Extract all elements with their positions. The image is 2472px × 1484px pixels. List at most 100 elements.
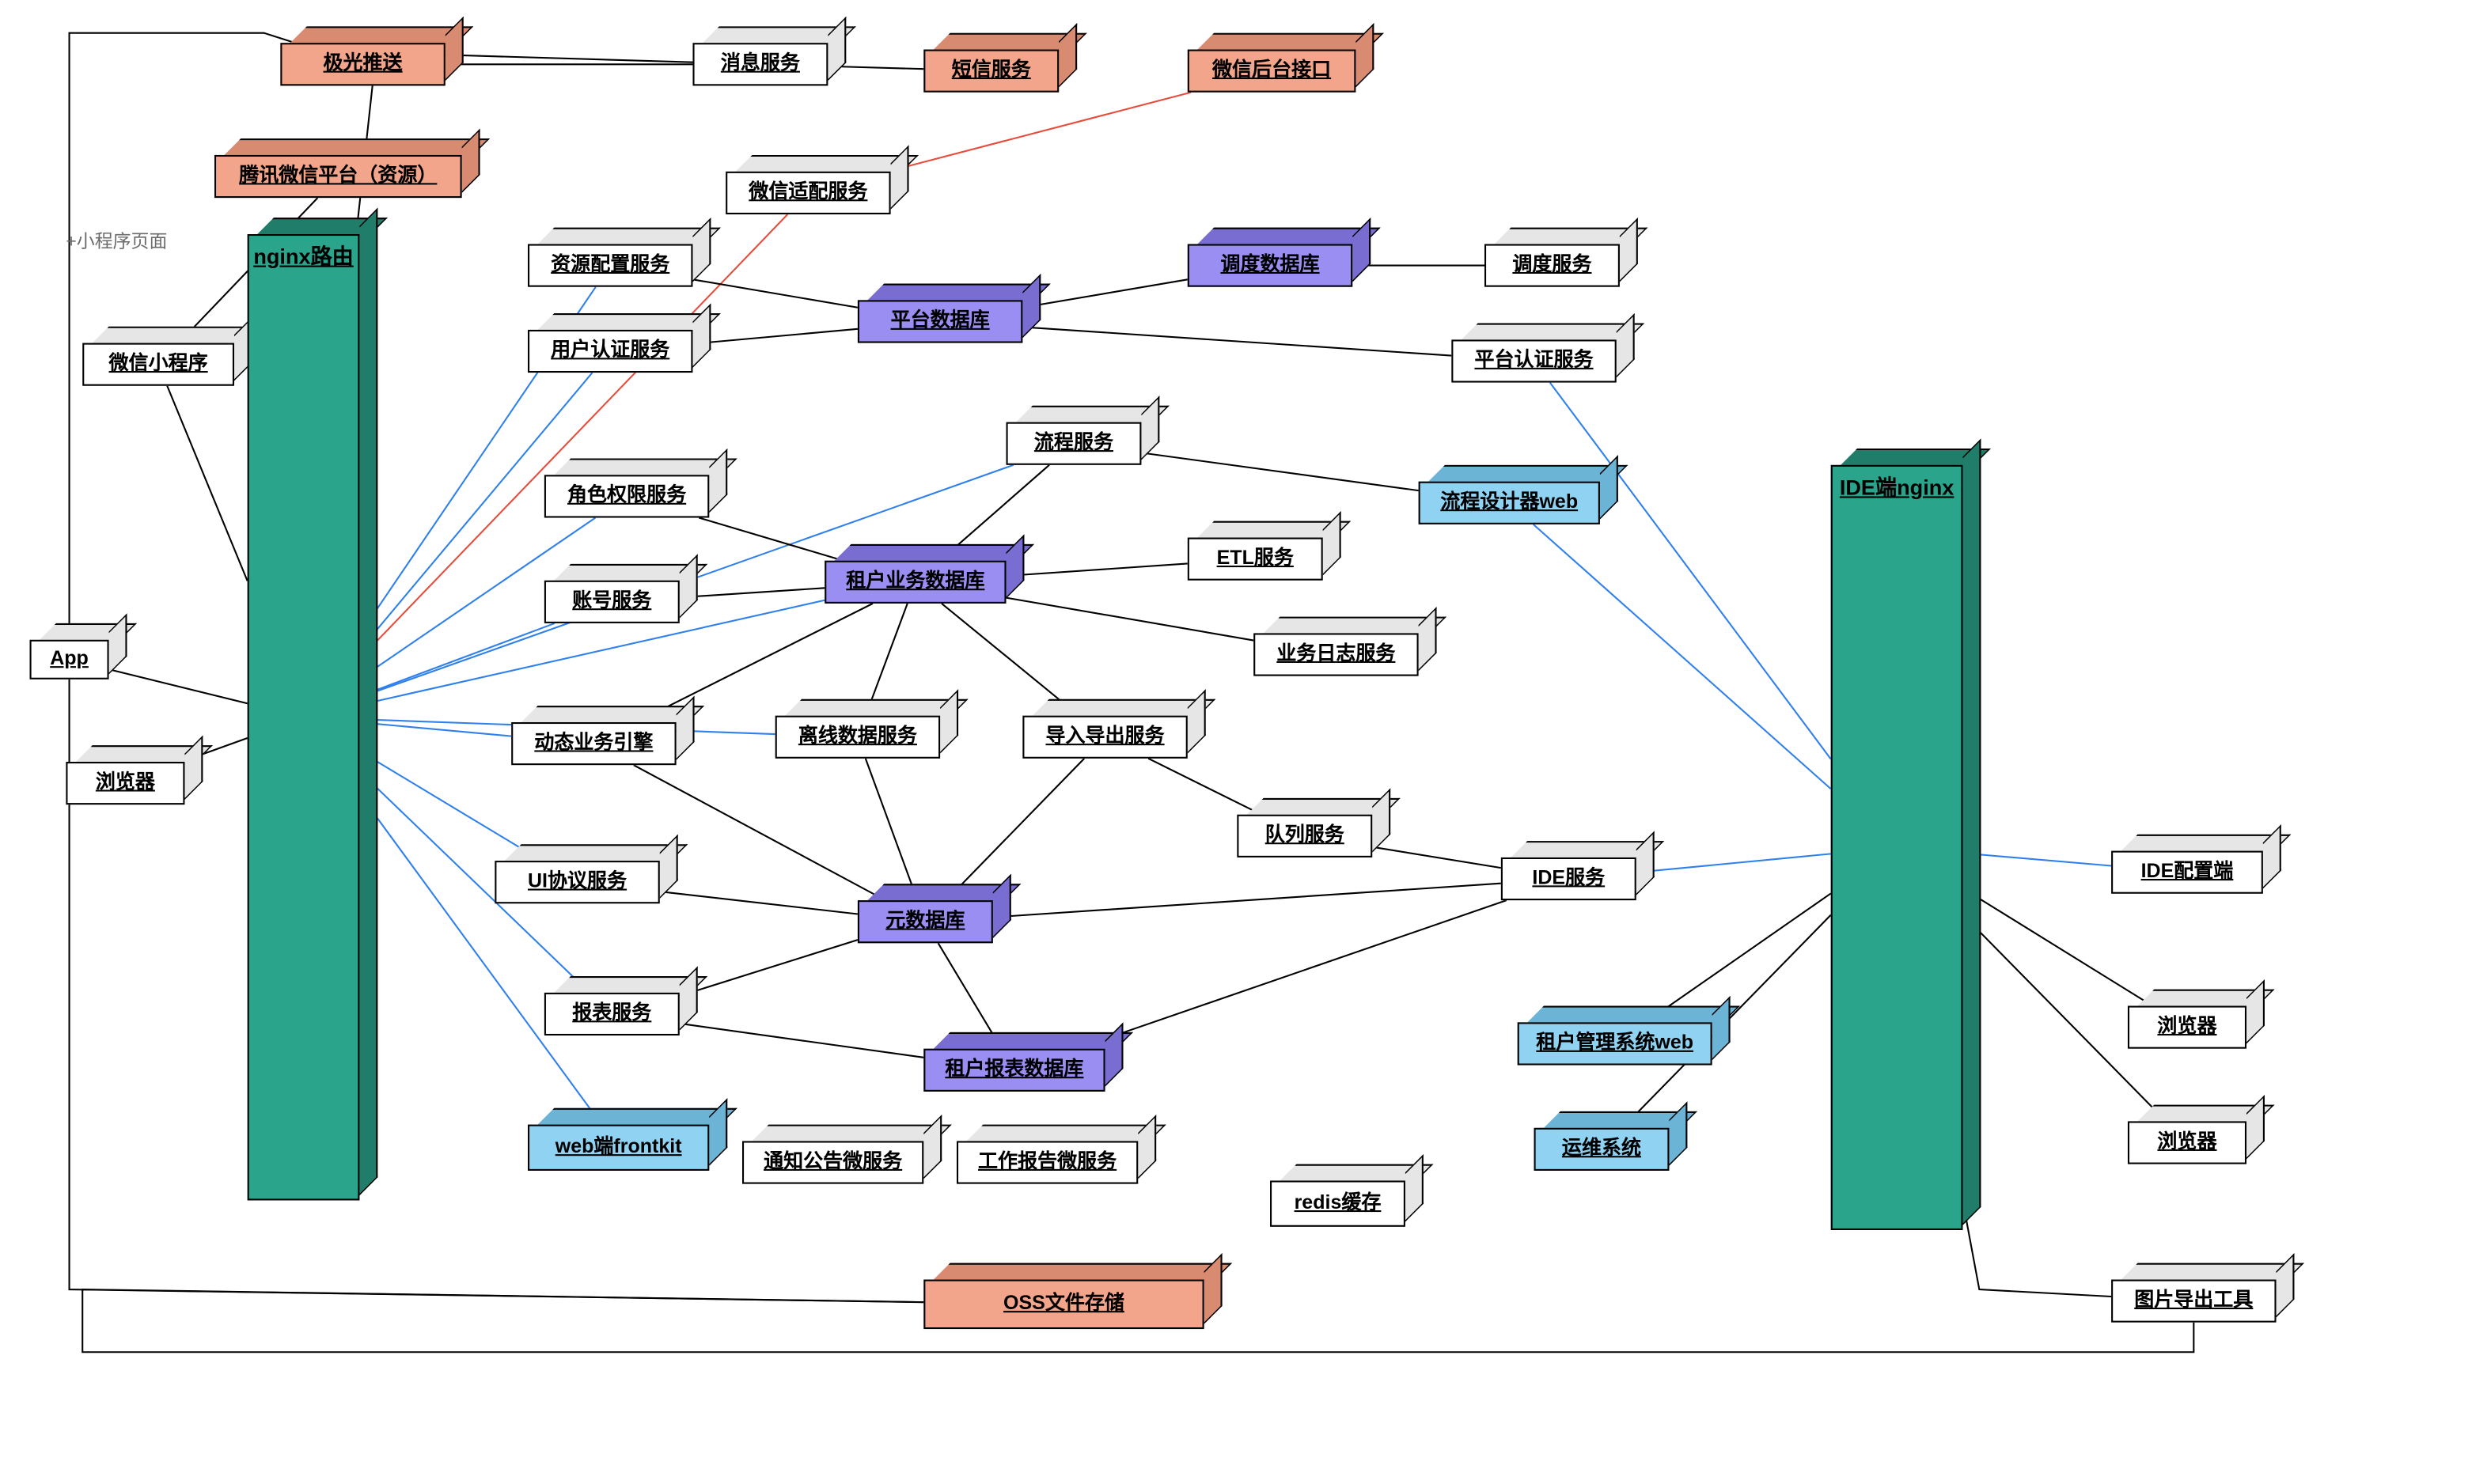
node-nginx_router: nginx路由 xyxy=(248,218,377,1200)
node-wx_adapter: 微信适配服务 xyxy=(726,155,907,214)
node-label: 资源配置服务 xyxy=(528,244,692,286)
edge-ui_protocol-meta_db xyxy=(660,892,858,914)
node-label: redis缓存 xyxy=(1270,1180,1405,1226)
edge-meta_db-report_svc xyxy=(680,940,858,996)
node-ide_nginx: IDE端nginx xyxy=(1831,449,1980,1230)
node-browser_l: 浏览器 xyxy=(66,745,201,804)
node-role_svc: 角色权限服务 xyxy=(544,458,726,517)
edge-user_auth-platform_db xyxy=(692,329,857,344)
node-label: 动态业务引擎 xyxy=(511,722,676,765)
node-label: 租户报表数据库 xyxy=(923,1049,1105,1092)
node-ide_svc: IDE服务 xyxy=(1501,841,1653,900)
node-label: OSS文件存储 xyxy=(923,1280,1204,1330)
node-label: 平台数据库 xyxy=(858,300,1022,343)
edge-tenant_db-biz_log xyxy=(1007,598,1254,641)
edge-ide_nginx-ide_config xyxy=(1962,854,2111,866)
node-label: 短信服务 xyxy=(923,50,1059,93)
edge-account_svc-tenant_db xyxy=(680,588,825,597)
node-label: 运维系统 xyxy=(1534,1128,1670,1171)
node-label: UI协议服务 xyxy=(495,861,659,903)
edge-plat_auth-ide_nginx xyxy=(1550,383,1831,759)
node-label: nginx路由 xyxy=(248,234,360,1200)
node-label: 浏览器 xyxy=(66,762,184,804)
node-label: 租户管理系统web xyxy=(1518,1022,1712,1065)
node-label: 元数据库 xyxy=(858,900,993,943)
node-notice_micro: 通知公告微服务 xyxy=(742,1125,940,1184)
node-label: 账号服务 xyxy=(544,581,680,623)
node-label: App xyxy=(30,640,109,680)
node-tencent_wx: 腾讯微信平台（资源） xyxy=(214,138,479,198)
node-browser_r2: 浏览器 xyxy=(2128,1105,2263,1164)
node-label: 消息服务 xyxy=(692,43,828,85)
node-ide_config: IDE配置端 xyxy=(2111,835,2280,894)
node-dyn_engine: 动态业务引擎 xyxy=(511,706,692,765)
edge-flow_svc-flow_designer xyxy=(1141,452,1418,490)
node-tenant_db: 租户业务数据库 xyxy=(825,544,1022,604)
node-flow_svc: 流程服务 xyxy=(1007,406,1158,465)
node-queue_svc: 队列服务 xyxy=(1237,798,1389,857)
node-redis_cache: redis缓存 xyxy=(1270,1164,1422,1227)
edge-tenant_db-etl_svc xyxy=(1007,563,1188,576)
node-res_config: 资源配置服务 xyxy=(528,228,709,287)
edge-app-nginx_router xyxy=(109,669,248,703)
node-label: 极光推送 xyxy=(280,43,445,85)
node-label: 微信后台接口 xyxy=(1188,50,1356,93)
node-import_export: 导入导出服务 xyxy=(1022,699,1204,759)
node-oss: OSS文件存储 xyxy=(923,1263,1220,1329)
node-plat_auth: 平台认证服务 xyxy=(1451,324,1632,383)
node-label: 腾讯微信平台（资源） xyxy=(214,155,462,198)
node-label: 队列服务 xyxy=(1237,815,1372,857)
node-account_svc: 账号服务 xyxy=(544,564,696,623)
node-label: 浏览器 xyxy=(2128,1121,2246,1164)
node-label: 微信适配服务 xyxy=(726,172,890,214)
node-browser_r1: 浏览器 xyxy=(2128,990,2263,1049)
node-label: 角色权限服务 xyxy=(544,475,709,517)
node-label: 导入导出服务 xyxy=(1022,716,1187,759)
node-tenant_rpt_db: 租户报表数据库 xyxy=(923,1032,1121,1092)
node-platform_db: 平台数据库 xyxy=(858,284,1039,343)
edge-tenant_mgmt-ide_nginx xyxy=(1646,893,1831,1022)
node-report_svc: 报表服务 xyxy=(544,976,696,1035)
node-biz_log: 业务日志服务 xyxy=(1253,617,1435,676)
node-app: App xyxy=(30,623,126,680)
node-label: 租户业务数据库 xyxy=(825,561,1006,604)
node-label: 用户认证服务 xyxy=(528,330,692,373)
node-ui_protocol: UI协议服务 xyxy=(495,844,676,903)
node-user_auth: 用户认证服务 xyxy=(528,313,709,373)
node-label: 离线数据服务 xyxy=(775,716,940,759)
node-label: IDE端nginx xyxy=(1831,465,1963,1230)
edge-res_config-platform_db xyxy=(692,279,857,307)
edge-platform_db-plat_auth xyxy=(1022,327,1451,355)
edge-offline_data-meta_db xyxy=(866,759,918,900)
node-label: 微信小程序 xyxy=(82,343,234,386)
node-label: 浏览器 xyxy=(2128,1006,2246,1049)
node-label: IDE配置端 xyxy=(2111,851,2263,894)
edge-ide_nginx-img_export xyxy=(1962,1201,2111,1297)
node-offline_data: 离线数据服务 xyxy=(775,699,957,759)
node-label: 流程服务 xyxy=(1007,422,1142,465)
node-label: ETL服务 xyxy=(1188,538,1323,581)
node-wechat_backend: 微信后台接口 xyxy=(1188,33,1372,93)
edge-role_svc-tenant_db xyxy=(699,518,843,561)
node-label: 图片导出工具 xyxy=(2111,1280,2276,1323)
edge-flow_designer-ide_nginx xyxy=(1534,524,1831,789)
node-label: 通知公告微服务 xyxy=(742,1141,923,1183)
edge-nginx_router-account_svc xyxy=(359,623,555,696)
edge-wx_mini-nginx_router xyxy=(167,386,247,581)
node-meta_db: 元数据库 xyxy=(858,884,1010,943)
node-sched_db: 调度数据库 xyxy=(1188,228,1369,287)
edge-nginx_router-dyn_engine xyxy=(359,722,511,736)
node-tenant_mgmt: 租户管理系统web xyxy=(1518,1006,1729,1066)
node-label: 报表服务 xyxy=(544,993,680,1035)
node-wx_mini: 微信小程序 xyxy=(82,327,251,386)
node-sched_svc: 调度服务 xyxy=(1484,228,1636,287)
node-msg_service: 消息服务 xyxy=(692,26,844,85)
node-label: 调度服务 xyxy=(1484,244,1620,286)
node-label: 平台认证服务 xyxy=(1451,339,1616,382)
edge-ide_svc-ide_nginx xyxy=(1636,854,1831,872)
node-flow_designer: 流程设计器web xyxy=(1419,465,1617,524)
edge-import_export-meta_db xyxy=(946,759,1084,900)
edge-ide_nginx-browser_r1 xyxy=(1962,888,2152,1005)
node-label: IDE服务 xyxy=(1501,857,1636,900)
node-label: 业务日志服务 xyxy=(1253,633,1418,676)
